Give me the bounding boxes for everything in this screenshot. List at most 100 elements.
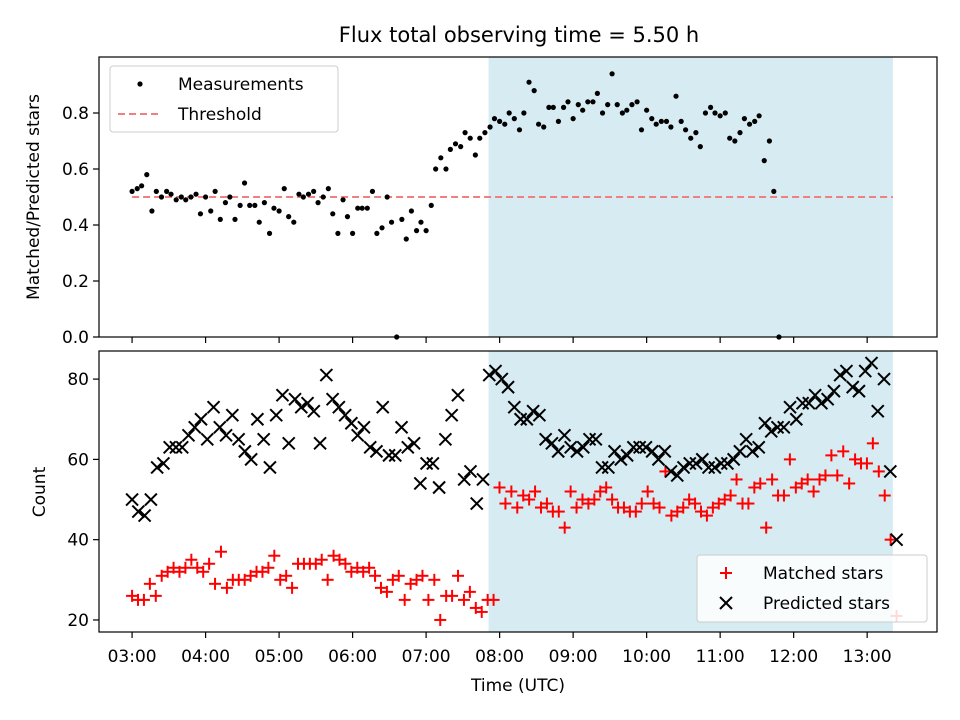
measurement-point	[388, 219, 395, 225]
predicted-star-point	[357, 420, 371, 434]
predicted-star-point	[645, 444, 659, 459]
measurement-point	[183, 197, 189, 203]
measurement-point	[364, 205, 370, 211]
matched-star-point	[149, 589, 162, 602]
measurement-point	[247, 202, 253, 208]
matched-star-point	[280, 569, 293, 582]
measurement-point	[300, 194, 306, 200]
measurement-point	[315, 200, 321, 206]
predicted-star-point	[726, 452, 741, 467]
matched-star-point	[398, 593, 411, 606]
matched-star-point	[872, 465, 885, 478]
predicted-star-point	[708, 460, 722, 475]
measurement-point	[614, 102, 620, 108]
predicted-star-point	[570, 444, 584, 459]
top-legend-box	[109, 65, 339, 133]
predicted-star-point	[181, 428, 196, 443]
predicted-star-point	[269, 408, 283, 422]
x-tick-label: 04:00	[181, 647, 230, 667]
predicted-star-point	[175, 440, 189, 455]
matched-star-point	[659, 465, 672, 478]
predicted-star-point	[463, 464, 478, 479]
top-y-tick-label: 0.6	[62, 160, 89, 180]
predicted-star-point	[551, 444, 565, 459]
matched-star-point	[185, 553, 198, 566]
x-tick-label: 13:00	[843, 647, 892, 667]
predicted-star-point	[839, 364, 854, 378]
measurement-point	[531, 88, 537, 94]
predicted-star-point	[213, 420, 227, 434]
matched-star-point	[641, 485, 654, 498]
measurement-point	[325, 186, 331, 192]
measurement-point	[624, 107, 630, 113]
predicted-star-point	[225, 408, 240, 422]
measurement-point	[482, 130, 488, 136]
measurement-point	[438, 155, 444, 161]
measurement-point	[158, 194, 165, 200]
measurement-point	[649, 116, 655, 122]
matched-star-point	[197, 565, 210, 578]
matched-star-point	[268, 549, 281, 562]
measurement-point	[746, 121, 753, 127]
measurement-point	[511, 116, 517, 122]
predicted-star-point	[250, 412, 265, 426]
predicted-star-point	[689, 456, 703, 471]
measurement-point	[286, 214, 292, 220]
matched-star-point	[380, 585, 393, 598]
measurement-point	[575, 102, 581, 108]
x-tick-label: 08:00	[475, 647, 524, 667]
predicted-star-point	[432, 480, 446, 495]
measurement-point	[570, 116, 576, 122]
measurement-point	[217, 216, 223, 222]
predicted-star-point	[162, 440, 177, 455]
matched-star-point	[220, 581, 233, 594]
predicted-star-point	[626, 440, 641, 455]
measurement-point	[560, 104, 567, 110]
predicted-star-point	[595, 460, 609, 475]
predicted-star-point	[294, 400, 308, 414]
bottom-axes-frame	[98, 350, 938, 633]
predicted-star-point	[488, 364, 503, 378]
matched-star-point	[315, 553, 328, 566]
measurement-point	[766, 138, 773, 144]
measurement-point	[707, 104, 714, 110]
matched-star-point	[819, 469, 832, 482]
predicted-star-point	[407, 436, 421, 451]
predicted-star-point	[620, 448, 634, 463]
matched-star-point	[452, 569, 465, 582]
measurement-point	[252, 202, 258, 208]
x-tick-label: 06:00	[328, 647, 377, 667]
predicted-star-point	[332, 400, 346, 414]
predicted-star-point	[401, 440, 415, 455]
predicted-star-point	[858, 364, 872, 378]
measurement-point	[423, 228, 429, 234]
measurement-point	[276, 208, 282, 214]
measurement-point	[477, 135, 483, 141]
measurement-point	[756, 113, 762, 119]
matched-star-point	[422, 593, 435, 606]
measurement-point	[330, 211, 336, 217]
matched-star-point	[286, 581, 299, 594]
measurement-point	[271, 205, 277, 211]
predicted-star-point	[871, 404, 885, 418]
measurement-point	[609, 71, 615, 77]
measurement-point	[599, 110, 606, 116]
measurement-point	[232, 216, 238, 222]
predicted-star-point	[513, 412, 528, 426]
matched-star-point	[677, 501, 690, 514]
matched-star-point	[428, 573, 441, 586]
bottom-x-ticks: 03:00 04:00 05:00 06:00 07:00 08:00 09:00 10:00…	[108, 632, 892, 667]
x-tick-label: 11:00	[696, 647, 745, 667]
measurement-point	[546, 104, 552, 110]
measurement-point	[565, 99, 571, 105]
matched-star-point	[203, 557, 216, 570]
matched-star-point	[493, 481, 506, 494]
predicted-star-point	[701, 460, 716, 475]
measurement-point	[305, 191, 312, 197]
predicted-star-point	[770, 420, 785, 434]
predicted-star-point	[244, 452, 258, 467]
predicted-star-point	[188, 420, 202, 434]
predicted-star-point	[889, 532, 904, 547]
matched-star-point	[760, 521, 773, 534]
